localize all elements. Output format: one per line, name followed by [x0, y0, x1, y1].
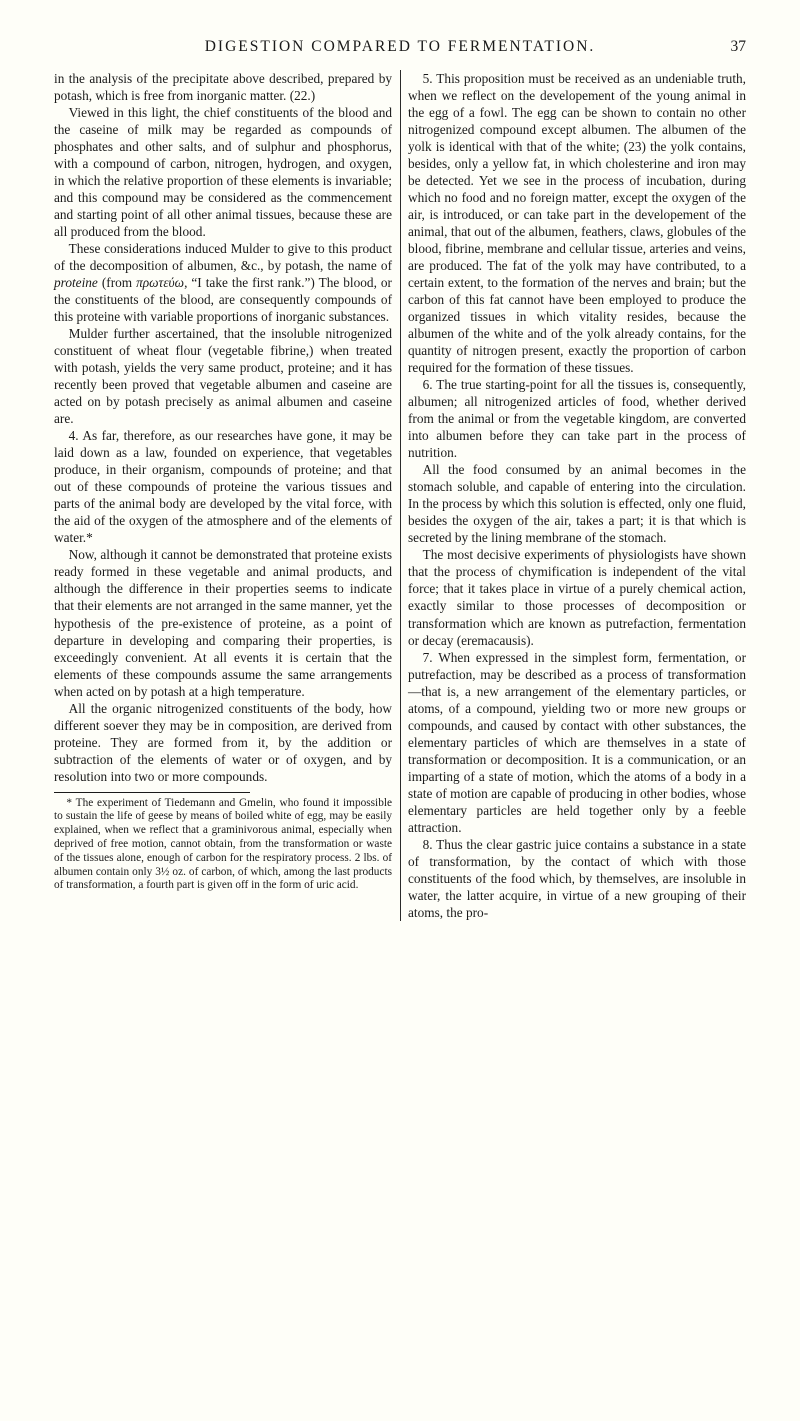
- body-paragraph: Mulder further ascertained, that the ins…: [54, 325, 392, 427]
- page-number: 37: [712, 38, 746, 56]
- text-columns: in the analysis of the precipitate above…: [54, 70, 746, 921]
- body-paragraph: Viewed in this light, the chief constitu…: [54, 104, 392, 240]
- footnote-rule: [54, 792, 250, 793]
- book-page: DIGESTION COMPARED TO FERMENTATION. 37 i…: [0, 0, 800, 1421]
- body-paragraph: The most decisive experiments of physiol…: [408, 546, 746, 648]
- body-paragraph: Now, although it cannot be demonstrated …: [54, 546, 392, 699]
- body-paragraph: 4. As far, therefore, as our researches …: [54, 427, 392, 546]
- body-paragraph: in the analysis of the precipitate above…: [54, 70, 392, 104]
- body-paragraph: These considerations induced Mulder to g…: [54, 240, 392, 325]
- body-paragraph: 6. The true starting-point for all the t…: [408, 376, 746, 461]
- footnote: * The experiment of Tiedemann and Gmelin…: [54, 797, 392, 893]
- running-head: DIGESTION COMPARED TO FERMENTATION.: [88, 38, 712, 56]
- body-paragraph: 5. This proposition must be received as …: [408, 70, 746, 376]
- body-paragraph: 7. When expressed in the simplest form, …: [408, 649, 746, 836]
- body-paragraph: 8. Thus the clear gastric juice contains…: [408, 836, 746, 921]
- body-paragraph: All the food consumed by an animal becom…: [408, 461, 746, 546]
- body-paragraph: All the organic nitrogenized constituent…: [54, 700, 392, 785]
- page-header: DIGESTION COMPARED TO FERMENTATION. 37: [54, 38, 746, 56]
